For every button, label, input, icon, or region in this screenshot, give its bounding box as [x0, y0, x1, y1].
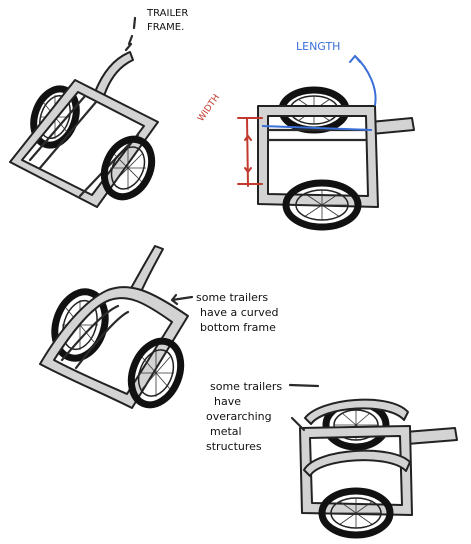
wheel-curved-lower: [127, 337, 185, 409]
wheel-bottom: [282, 179, 362, 231]
frame-outer: [9, 79, 159, 208]
curved-frame-annotation: some trailers have a curved bottom frame: [170, 291, 279, 334]
overarch-bar-top: [304, 398, 409, 425]
trailer-tilted-top-left: [9, 51, 159, 208]
trailer-overarching: [299, 398, 458, 539]
overarch-note-2: have: [214, 395, 241, 408]
trailer-frame-arrow: [124, 16, 137, 52]
trailer-frame-annotation: TRAILER FRAME.: [124, 8, 188, 52]
tow-bar: [94, 51, 134, 97]
overarch-note-3: overarching: [206, 410, 272, 423]
curved-note-1: some trailers: [196, 291, 268, 304]
width-label: WIDTH: [196, 93, 222, 124]
length-arrow: [349, 54, 377, 106]
overarch-note-5: structures: [206, 440, 262, 453]
curved-note-2: have a curved: [200, 306, 279, 319]
frame-curved: [39, 286, 189, 409]
overarch-annotation: some trailers have overarching metal str…: [206, 380, 320, 453]
frame-overarch: [299, 425, 413, 516]
frame-rails-curved: [60, 304, 130, 370]
curved-note-3: bottom frame: [200, 321, 276, 334]
overarch-bar-middle: [303, 449, 411, 477]
trailer-frame-label-1: TRAILER: [146, 8, 188, 19]
tow-bar-curved: [129, 245, 164, 295]
overarch-note-4: metal: [210, 425, 242, 438]
wheel-overarch-bottom: [318, 487, 394, 539]
trailer-frame-label-2: FRAME.: [147, 22, 184, 33]
length-label: LENGTH: [296, 40, 340, 53]
length-measure-line: [261, 125, 373, 131]
overarch-note-1: some trailers: [210, 380, 282, 393]
frame-top-view: [257, 105, 379, 208]
curved-frame-arrow: [170, 293, 194, 306]
trailer-curved-bottom: [39, 245, 189, 409]
tow-bar-overarch: [404, 427, 458, 445]
wheel-lower-right: [100, 135, 156, 201]
overarch-arrows: [288, 383, 320, 432]
width-measure-line: [237, 117, 263, 187]
trailer-top-view: LENGTH WIDTH: [196, 40, 415, 231]
